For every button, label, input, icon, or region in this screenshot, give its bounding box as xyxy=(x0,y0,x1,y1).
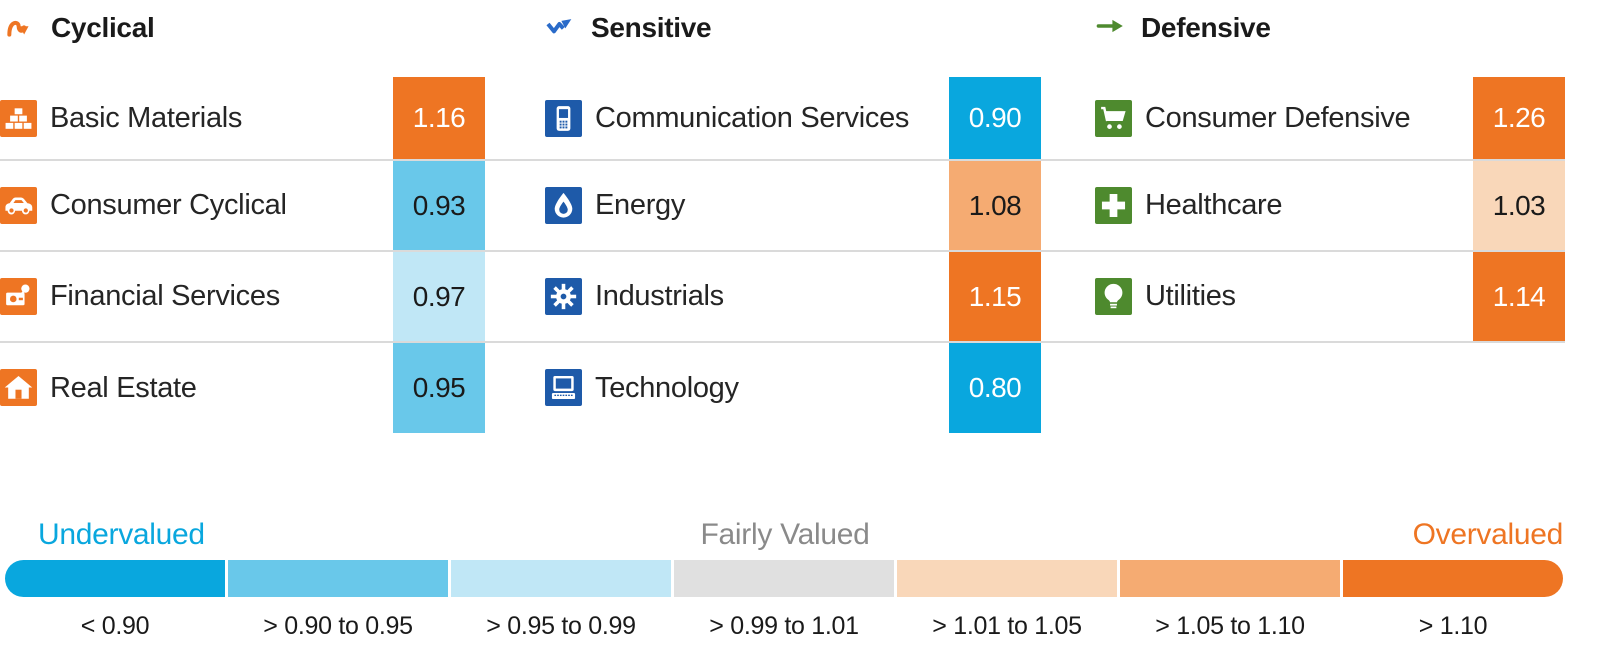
legend-segment xyxy=(674,560,894,597)
scale-tick-label: > 0.95 to 0.99 xyxy=(486,612,636,640)
group-title: Sensitive xyxy=(591,12,712,43)
value-cell: 0.93 xyxy=(393,161,485,250)
row-divider xyxy=(0,341,1565,343)
value-cell: 1.15 xyxy=(949,252,1041,341)
legend-undervalued-label: Undervalued xyxy=(38,518,205,551)
scale-tick-label: > 0.90 to 0.95 xyxy=(263,612,413,640)
scale-tick-label: > 1.01 to 1.05 xyxy=(932,612,1082,640)
utilities-icon xyxy=(1095,278,1132,315)
row-divider xyxy=(0,250,1565,252)
valuation-scale-bar xyxy=(5,560,1563,597)
financial-services-icon xyxy=(0,278,37,315)
defensive-arrow-icon xyxy=(1094,10,1126,47)
legend-segment xyxy=(5,560,225,597)
group-title: Defensive xyxy=(1141,12,1271,43)
basic-materials-icon xyxy=(0,100,37,137)
scale-tick-label: > 0.99 to 1.01 xyxy=(709,612,859,640)
communication-services-icon xyxy=(545,100,582,137)
sector-label: Utilities xyxy=(1145,280,1236,312)
group-title: Cyclical xyxy=(51,12,155,43)
scale-tick-label: > 1.10 xyxy=(1418,612,1488,640)
sensitive-zigzag-icon xyxy=(544,10,576,47)
sector-label: Technology xyxy=(595,371,739,404)
legend-segment xyxy=(1120,560,1340,597)
scale-tick-label: > 1.05 to 1.10 xyxy=(1155,612,1305,640)
group-header-defensive: Defensive xyxy=(1094,10,1271,46)
industrials-icon xyxy=(545,278,582,315)
value-cell: 0.95 xyxy=(393,343,485,433)
group-header-cyclical: Cyclical xyxy=(4,10,155,47)
sector-label: Consumer Defensive xyxy=(1145,101,1411,134)
value-cell: 0.97 xyxy=(393,252,485,341)
value-cell: 1.26 xyxy=(1473,77,1565,159)
real-estate-icon xyxy=(0,369,37,406)
value-cell: 0.90 xyxy=(949,77,1041,159)
value-cell: 1.03 xyxy=(1473,161,1565,250)
sector-label: Energy xyxy=(595,189,686,221)
legend-fairly-valued-label: Fairly Valued xyxy=(700,518,870,551)
legend-overvalued-label: Overvalued xyxy=(1412,518,1564,551)
value-cell: 1.08 xyxy=(949,161,1041,250)
group-header-sensitive: Sensitive xyxy=(544,10,712,47)
legend-segment xyxy=(897,560,1117,597)
legend-segment xyxy=(451,560,671,597)
sector-label: Healthcare xyxy=(1145,189,1283,221)
sector-label: Financial Services xyxy=(50,280,280,312)
sector-label: Consumer Cyclical xyxy=(50,189,287,221)
healthcare-icon xyxy=(1095,187,1132,224)
valuation-scale-ticks: < 0.90 > 0.90 to 0.95 > 0.95 to 0.99 > 0… xyxy=(5,606,1563,641)
legend-segment xyxy=(228,560,448,597)
sector-label: Real Estate xyxy=(50,371,197,404)
legend-segment xyxy=(1343,560,1563,597)
scale-tick-label: < 0.90 xyxy=(80,612,150,640)
value-cell: 1.14 xyxy=(1473,252,1565,341)
energy-icon xyxy=(545,187,582,224)
sector-label: Basic Materials xyxy=(50,101,243,134)
value-cell: 1.16 xyxy=(393,77,485,159)
cyclical-arrow-icon xyxy=(4,10,36,47)
value-cell: 0.80 xyxy=(949,343,1041,433)
sector-label: Communication Services xyxy=(595,101,910,134)
row-divider xyxy=(0,159,1565,161)
sector-label: Industrials xyxy=(595,280,724,312)
consumer-defensive-icon xyxy=(1095,100,1132,137)
technology-icon xyxy=(545,369,582,406)
consumer-cyclical-icon xyxy=(0,187,37,224)
